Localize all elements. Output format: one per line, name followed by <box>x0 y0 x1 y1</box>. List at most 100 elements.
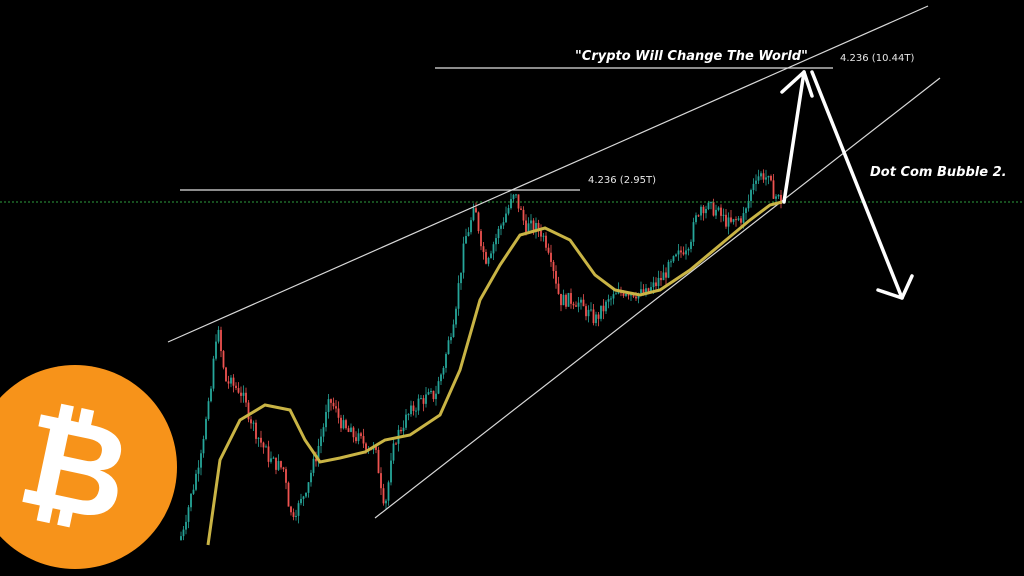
candle-body <box>555 271 557 284</box>
candle-body <box>280 461 282 468</box>
candle-body <box>715 209 717 216</box>
candle-body <box>662 272 665 281</box>
candle-body <box>220 329 222 352</box>
candle-body <box>525 220 527 233</box>
candle-body <box>230 377 232 384</box>
down-arrow-head <box>876 274 914 300</box>
candle-body <box>740 218 742 223</box>
candle-body <box>255 422 257 439</box>
candle-body <box>532 220 535 232</box>
candle-body <box>305 492 307 497</box>
candle-body <box>265 446 267 448</box>
candle-body <box>480 231 482 247</box>
candle-body <box>185 521 187 530</box>
candle-body <box>492 244 495 254</box>
candle-body <box>495 238 497 245</box>
candle-body <box>605 301 607 312</box>
candle-body <box>315 458 317 462</box>
candle-body <box>212 358 215 389</box>
candle-body <box>747 200 750 209</box>
candle-body <box>577 302 580 307</box>
candle-body <box>762 173 765 180</box>
candle-body <box>567 293 570 307</box>
candle-body <box>732 219 735 222</box>
candle-body <box>752 183 755 191</box>
candle-body <box>440 374 442 382</box>
candle-body <box>717 207 720 210</box>
candle-body <box>680 250 682 253</box>
candle-body <box>357 433 360 442</box>
candle-body <box>742 213 745 223</box>
candle-body <box>615 293 617 295</box>
candle-body <box>462 243 465 273</box>
candle-body <box>442 367 445 375</box>
candle-body <box>287 482 290 507</box>
candle-body <box>290 506 292 513</box>
candle-body <box>770 175 772 181</box>
candle-body <box>332 402 335 407</box>
projection-arrows <box>780 70 914 300</box>
candle-body <box>520 208 522 210</box>
candle-body <box>595 314 597 324</box>
candle-body <box>540 230 542 237</box>
candle-body <box>422 398 425 404</box>
candle-body <box>482 246 485 253</box>
fib-high-label: 4.236 (10.44T) <box>840 53 914 64</box>
candle-body <box>675 254 677 257</box>
bitcoin-logo: ₿ <box>0 365 177 569</box>
candle-body <box>182 529 185 537</box>
candle-body <box>725 214 727 227</box>
candle-body <box>365 443 367 450</box>
candle-body <box>272 457 275 459</box>
candle-body <box>180 536 182 540</box>
candle-body <box>302 496 305 499</box>
candle-body <box>635 296 637 299</box>
candle-body <box>607 299 610 302</box>
candle-body <box>257 437 260 439</box>
candle-body <box>420 398 422 400</box>
candle-body <box>490 253 492 258</box>
candle-body <box>250 419 252 424</box>
candles-group <box>180 169 782 541</box>
candle-body <box>507 208 510 214</box>
candle-body <box>465 236 467 244</box>
candle-body <box>472 208 475 221</box>
candle-body <box>757 176 760 181</box>
candle-body <box>585 306 587 317</box>
lower-trendline <box>374 77 941 519</box>
candle-body <box>410 405 412 415</box>
candle-body <box>190 493 192 508</box>
candle-body <box>502 222 505 226</box>
candle-body <box>497 228 500 239</box>
candle-body <box>452 324 455 337</box>
candle-body <box>247 402 250 420</box>
fib-low-label: 4.236 (2.95T) <box>588 175 656 186</box>
candle-body <box>697 215 700 217</box>
candle-body <box>602 305 605 312</box>
candle-body <box>575 305 577 307</box>
candle-body <box>730 217 732 222</box>
candle-body <box>277 461 280 470</box>
candle-body <box>377 449 380 474</box>
candle-body <box>285 469 287 483</box>
up-arrow-head <box>780 70 814 98</box>
candle-body <box>435 393 437 400</box>
moving-average-line <box>206 200 783 546</box>
candle-body <box>467 232 470 237</box>
candle-body <box>425 394 427 404</box>
candle-body <box>342 420 345 429</box>
candle-body <box>232 377 235 386</box>
candle-body <box>387 482 390 501</box>
candle-body <box>437 381 440 394</box>
upper-trendline <box>167 5 929 343</box>
candle-body <box>392 443 395 461</box>
candle-body <box>745 208 747 214</box>
candle-body <box>652 282 655 288</box>
candle-body <box>565 294 567 307</box>
candle-body <box>317 446 320 462</box>
candle-body <box>262 442 265 448</box>
candle-body <box>610 298 612 300</box>
candle-body <box>552 261 555 272</box>
down-arrow-shaft <box>810 70 904 300</box>
candle-body <box>360 433 362 437</box>
